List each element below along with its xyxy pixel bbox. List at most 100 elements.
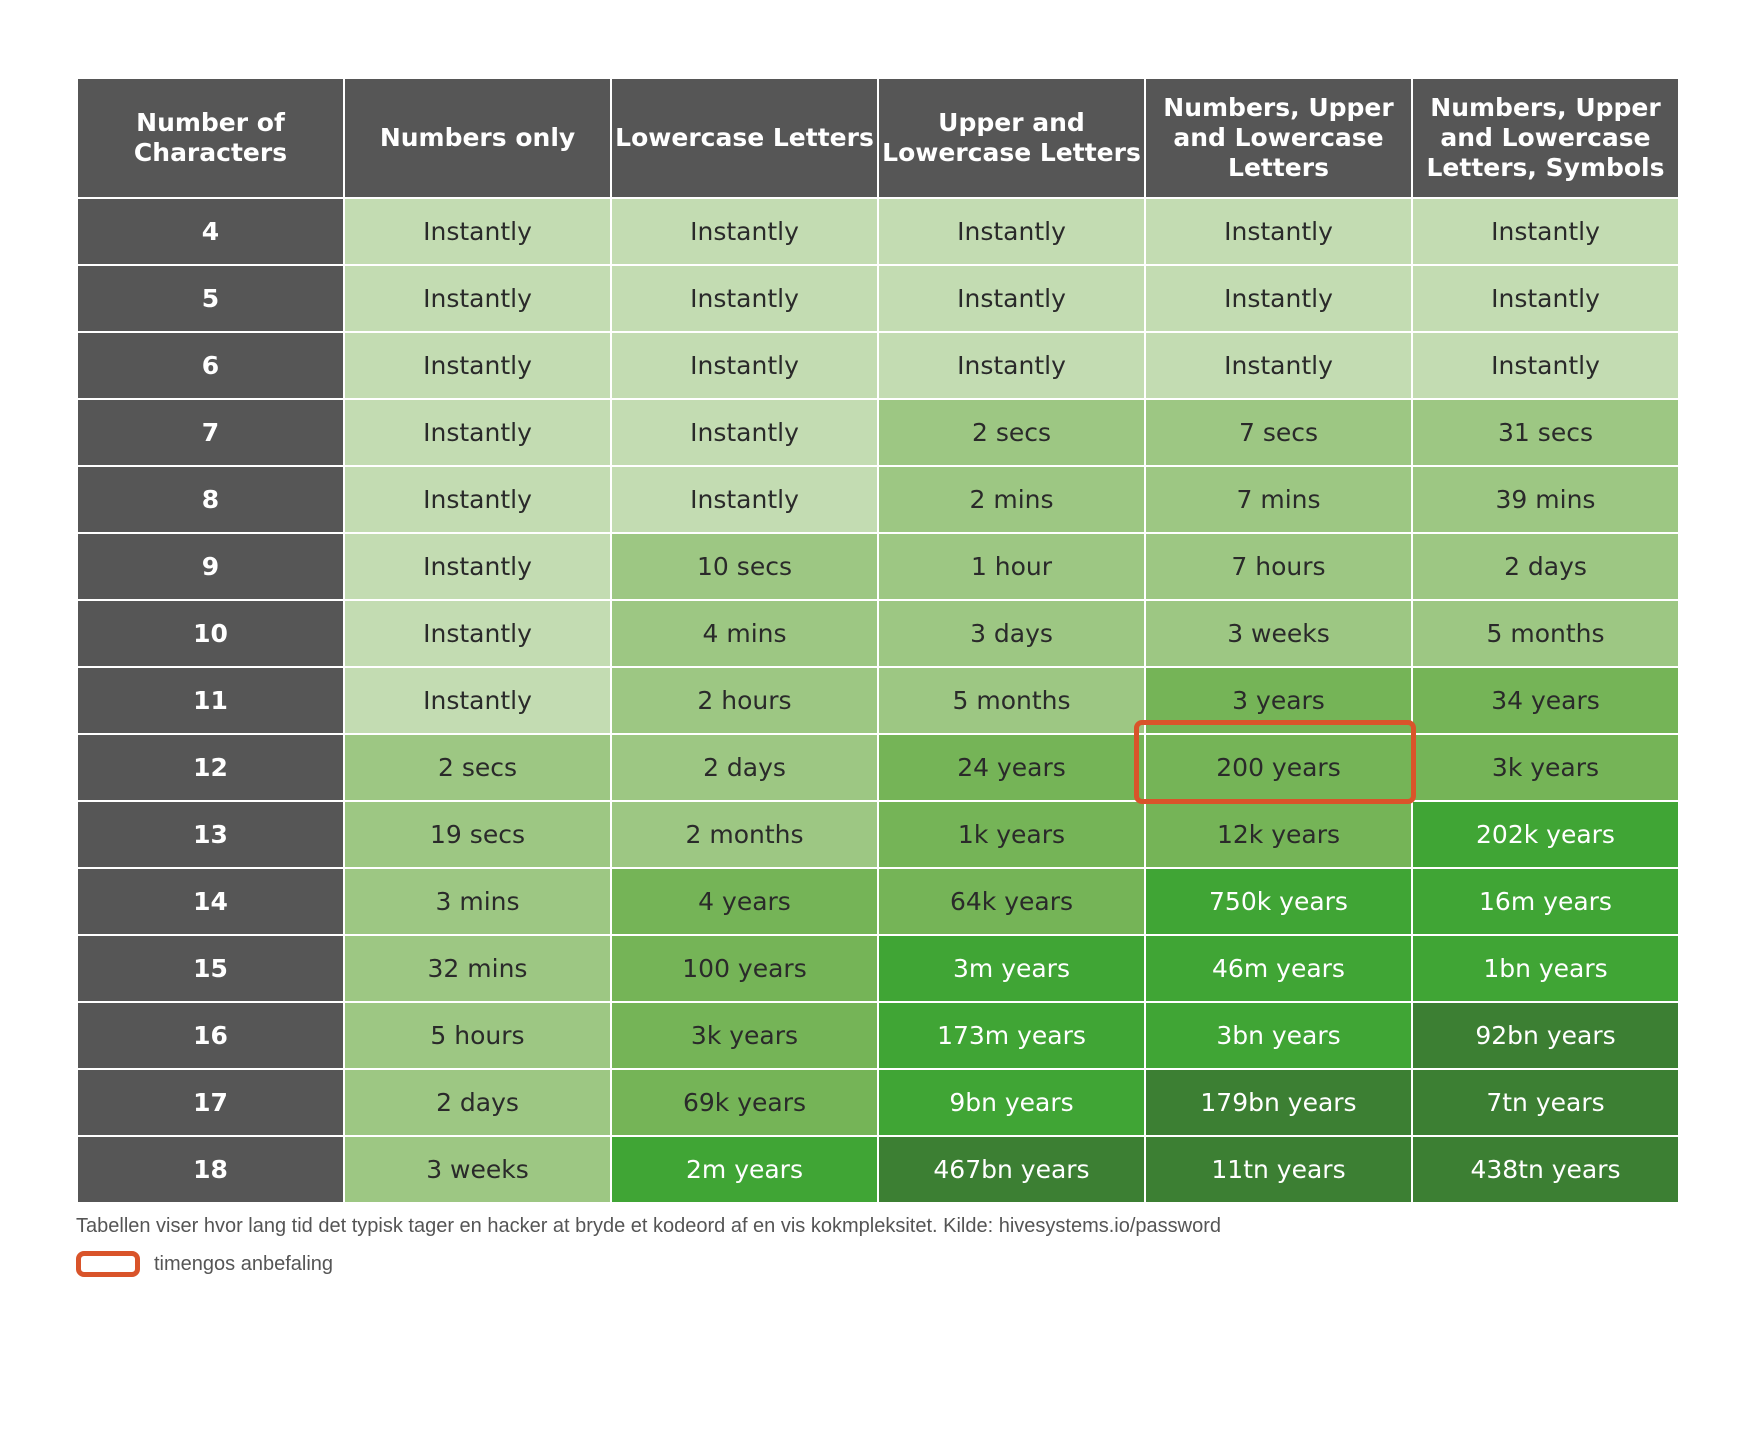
crack-time-cell: 2 months bbox=[610, 800, 879, 869]
crack-time-cell: 179bn years bbox=[1144, 1068, 1413, 1137]
crack-time-cell: 19 secs bbox=[343, 800, 612, 869]
table-row: 15 32 mins 100 years 3m years 46m years 1bn y… bbox=[76, 934, 1680, 1003]
crack-time-cell: 3 mins bbox=[343, 867, 612, 936]
row-character-count: 17 bbox=[76, 1068, 345, 1137]
crack-time-cell: 100 years bbox=[610, 934, 879, 1003]
crack-time-cell: 69k years bbox=[610, 1068, 879, 1137]
crack-time-cell: 46m years bbox=[1144, 934, 1413, 1003]
header-numbers-upper-lowercase-symbols: Numbers, Upper and Lowercase Letters, Sy… bbox=[1411, 77, 1680, 199]
crack-time-cell: 16m years bbox=[1411, 867, 1680, 936]
crack-time-cell: Instantly bbox=[343, 666, 612, 735]
crack-time-cell: 3 days bbox=[877, 599, 1146, 668]
table-row: 9 Instantly 10 secs 1 hour 7 hours 2 days bbox=[76, 532, 1680, 601]
crack-time-cell: Instantly bbox=[343, 197, 612, 266]
crack-time-cell: 3k years bbox=[1411, 733, 1680, 802]
table-row: 8 Instantly Instantly 2 mins 7 mins 39 mins bbox=[76, 465, 1680, 534]
crack-time-cell: Instantly bbox=[343, 599, 612, 668]
crack-time-cell: 64k years bbox=[877, 867, 1146, 936]
crack-time-cell: 2 hours bbox=[610, 666, 879, 735]
row-character-count: 10 bbox=[76, 599, 345, 668]
crack-time-cell: 4 years bbox=[610, 867, 879, 936]
header-upper-lowercase: Upper and Lowercase Letters bbox=[877, 77, 1146, 199]
crack-time-cell: 5 hours bbox=[343, 1001, 612, 1070]
crack-time-cell: 9bn years bbox=[877, 1068, 1146, 1137]
table-row: 4 Instantly Instantly Instantly Instantly Ins… bbox=[76, 197, 1680, 266]
table-row: 5 Instantly Instantly Instantly Instantly Ins… bbox=[76, 264, 1680, 333]
crack-time-cell: 2 secs bbox=[343, 733, 612, 802]
crack-time-cell: 1 hour bbox=[877, 532, 1146, 601]
crack-time-cell: Instantly bbox=[1411, 331, 1680, 400]
crack-time-cell: 1bn years bbox=[1411, 934, 1680, 1003]
row-character-count: 16 bbox=[76, 1001, 345, 1070]
crack-time-cell: Instantly bbox=[1411, 197, 1680, 266]
password-crack-table-container: Number of Characters Numbers only Lowerc… bbox=[76, 77, 1680, 1204]
header-number-of-characters: Number of Characters bbox=[76, 77, 345, 199]
table-row: 7 Instantly Instantly 2 secs 7 secs 31 secs bbox=[76, 398, 1680, 467]
row-character-count: 6 bbox=[76, 331, 345, 400]
crack-time-cell: 2 days bbox=[1411, 532, 1680, 601]
crack-time-cell: Instantly bbox=[610, 465, 879, 534]
crack-time-cell: 173m years bbox=[877, 1001, 1146, 1070]
crack-time-cell: 438tn years bbox=[1411, 1135, 1680, 1204]
crack-time-cell: 7 mins bbox=[1144, 465, 1413, 534]
legend-highlight-swatch bbox=[76, 1251, 140, 1277]
crack-time-cell: 1k years bbox=[877, 800, 1146, 869]
password-crack-time-table: Number of Characters Numbers only Lowerc… bbox=[76, 77, 1680, 1204]
crack-time-cell: 7tn years bbox=[1411, 1068, 1680, 1137]
crack-time-cell: Instantly bbox=[1144, 331, 1413, 400]
table-row: 10 Instantly 4 mins 3 days 3 weeks 5 months bbox=[76, 599, 1680, 668]
crack-time-cell: 39 mins bbox=[1411, 465, 1680, 534]
crack-time-cell: 24 years bbox=[877, 733, 1146, 802]
crack-time-cell: 202k years bbox=[1411, 800, 1680, 869]
table-row: 13 19 secs 2 months 1k years 12k years 202k y… bbox=[76, 800, 1680, 869]
crack-time-cell: Instantly bbox=[1144, 264, 1413, 333]
table-caption: Tabellen viser hvor lang tid det typisk … bbox=[76, 1215, 1222, 1237]
crack-time-cell: 11tn years bbox=[1144, 1135, 1413, 1204]
crack-time-cell: 32 mins bbox=[343, 934, 612, 1003]
crack-time-cell: 3 weeks bbox=[343, 1135, 612, 1204]
crack-time-cell: 2m years bbox=[610, 1135, 879, 1204]
row-character-count: 4 bbox=[76, 197, 345, 266]
crack-time-cell: Instantly bbox=[877, 264, 1146, 333]
row-character-count: 13 bbox=[76, 800, 345, 869]
crack-time-cell: 31 secs bbox=[1411, 398, 1680, 467]
table-row: 14 3 mins 4 years 64k years 750k years 16m ye… bbox=[76, 867, 1680, 936]
table-row: 18 3 weeks 2m years 467bn years 11tn years 43… bbox=[76, 1135, 1680, 1204]
crack-time-cell: 3 years bbox=[1144, 666, 1413, 735]
crack-time-cell: Instantly bbox=[343, 264, 612, 333]
crack-time-cell: 5 months bbox=[877, 666, 1146, 735]
crack-time-cell: 2 mins bbox=[877, 465, 1146, 534]
crack-time-cell: Instantly bbox=[877, 331, 1146, 400]
crack-time-cell: Instantly bbox=[610, 398, 879, 467]
crack-time-cell: Instantly bbox=[1411, 264, 1680, 333]
header-numbers-upper-lowercase: Numbers, Upper and Lowercase Letters bbox=[1144, 77, 1413, 199]
row-character-count: 15 bbox=[76, 934, 345, 1003]
table-row: 11 Instantly 2 hours 5 months 3 years 34 year… bbox=[76, 666, 1680, 735]
row-character-count: 7 bbox=[76, 398, 345, 467]
row-character-count: 12 bbox=[76, 733, 345, 802]
crack-time-cell: 467bn years bbox=[877, 1135, 1146, 1204]
crack-time-cell: 3m years bbox=[877, 934, 1146, 1003]
crack-time-cell: Instantly bbox=[610, 197, 879, 266]
header-lowercase-letters: Lowercase Letters bbox=[610, 77, 879, 199]
header-numbers-only: Numbers only bbox=[343, 77, 612, 199]
table-row: 17 2 days 69k years 9bn years 179bn years 7tn… bbox=[76, 1068, 1680, 1137]
row-character-count: 11 bbox=[76, 666, 345, 735]
row-character-count: 9 bbox=[76, 532, 345, 601]
crack-time-cell: Instantly bbox=[343, 532, 612, 601]
crack-time-cell: Instantly bbox=[610, 331, 879, 400]
crack-time-cell: 2 secs bbox=[877, 398, 1146, 467]
crack-time-cell: 200 years bbox=[1144, 733, 1413, 802]
table-row: 16 5 hours 3k years 173m years 3bn years 92bn… bbox=[76, 1001, 1680, 1070]
crack-time-cell: Instantly bbox=[343, 331, 612, 400]
row-character-count: 5 bbox=[76, 264, 345, 333]
crack-time-cell: 2 days bbox=[610, 733, 879, 802]
crack-time-cell: Instantly bbox=[343, 465, 612, 534]
crack-time-cell: 3 weeks bbox=[1144, 599, 1413, 668]
header-row: Number of Characters Numbers only Lowerc… bbox=[76, 77, 1680, 199]
crack-time-cell: 10 secs bbox=[610, 532, 879, 601]
crack-time-cell: 3bn years bbox=[1144, 1001, 1413, 1070]
crack-time-cell: 3k years bbox=[610, 1001, 879, 1070]
row-character-count: 14 bbox=[76, 867, 345, 936]
table-row: 6 Instantly Instantly Instantly Instantly Ins… bbox=[76, 331, 1680, 400]
